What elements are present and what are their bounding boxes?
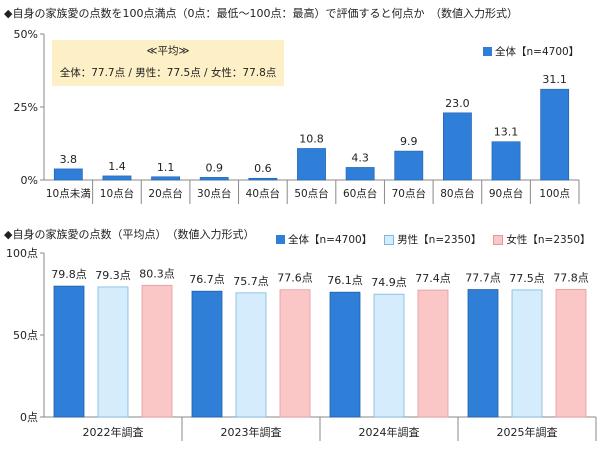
data-label: 1.1 [157, 161, 175, 174]
legend-swatch-overall [483, 47, 492, 56]
x-tick-label: 2025年調査 [497, 425, 558, 439]
y-tick-label: 25% [14, 101, 38, 114]
data-label: 77.7点 [465, 272, 501, 285]
data-label: 1.4 [108, 160, 126, 173]
legend-label-overall: 全体【n=4700】 [495, 46, 580, 58]
average-box-title: ≪平均≫ [146, 45, 190, 57]
chart1-legend: 全体【n=4700】 [483, 44, 579, 59]
chart1-title: ◆自身の家族愛の点数を100点満点（0点：最低〜100点：最高）で評価すると何点… [4, 7, 518, 20]
x-tick-label: 60点台 [343, 187, 377, 200]
data-label: 80.3点 [139, 267, 175, 280]
y-tick-label: 0% [21, 174, 38, 187]
chart2-legend: 全体【n=4700】 男性【n=2350】 女性【n=2350】 [276, 232, 591, 247]
y-tick-label: 50点 [13, 329, 38, 342]
bar [394, 150, 424, 181]
chart2-title: ◆自身の家族愛の点数（平均点） （数値入力形式） [4, 228, 255, 241]
bar [102, 175, 132, 181]
data-label: 3.8 [60, 153, 78, 166]
bar [97, 286, 129, 418]
bar [540, 88, 570, 181]
data-label: 0.9 [205, 161, 223, 174]
data-label: 76.1点 [327, 274, 363, 287]
data-label: 77.4点 [415, 272, 451, 285]
x-tick-label: 40点台 [246, 187, 280, 200]
x-tick-label: 20点台 [148, 187, 182, 200]
x-tick-label: 10点未満 [46, 188, 91, 200]
data-label: 13.1 [494, 126, 519, 139]
x-tick-label: 2024年調査 [359, 425, 420, 439]
legend2-swatch-male [384, 234, 395, 245]
data-label: 75.7点 [233, 275, 269, 288]
y-tick-label: 0点 [20, 411, 38, 424]
x-tick-label: 70点台 [392, 187, 426, 200]
y-tick-label: 100点 [6, 247, 38, 260]
data-label: 10.8 [299, 132, 324, 145]
data-label: 0.6 [254, 162, 272, 175]
bar [279, 289, 311, 418]
bar [199, 177, 229, 181]
data-label: 76.7点 [189, 273, 225, 286]
data-label: 4.3 [351, 151, 369, 164]
bar [555, 289, 587, 418]
bar [511, 289, 543, 418]
data-label: 79.8点 [51, 268, 87, 281]
data-label: 23.0 [445, 97, 470, 110]
legend2-swatch-overall [276, 235, 285, 244]
average-box: ≪平均≫ 全体：77.7点 / 男性：77.5点 / 女性：77.8点 [52, 40, 284, 86]
legend2-label-overall: 全体【n=4700】 [288, 234, 373, 246]
data-label: 79.3点 [95, 269, 131, 282]
bar [417, 289, 449, 418]
bar [151, 176, 180, 181]
bar [235, 292, 267, 418]
bar [141, 284, 173, 418]
data-label: 74.9点 [371, 276, 407, 289]
bar [53, 285, 85, 418]
average-box-text: 全体：77.7点 / 男性：77.5点 / 女性：77.8点 [59, 67, 277, 79]
x-tick-label: 2022年調査 [83, 425, 144, 439]
bar [191, 290, 223, 418]
data-label: 9.9 [400, 135, 418, 148]
data-label: 31.1 [542, 73, 567, 86]
bar [297, 148, 326, 181]
legend2-label-male: 男性【n=2350】 [397, 234, 482, 246]
x-tick-label: 2023年調査 [221, 425, 282, 439]
bar [467, 289, 499, 418]
data-label: 77.6点 [277, 272, 313, 285]
y-tick-label: 50% [14, 28, 38, 41]
data-label: 77.8点 [553, 271, 589, 284]
bar [248, 177, 278, 181]
x-tick-label: 100点 [539, 188, 570, 200]
bar [373, 293, 405, 418]
bar [53, 168, 83, 181]
x-tick-label: 10点台 [100, 187, 134, 200]
bar [443, 112, 472, 181]
x-tick-label: 90点台 [489, 187, 523, 200]
x-tick-label: 50点台 [294, 187, 328, 200]
bar [345, 167, 375, 181]
bar [329, 291, 361, 418]
x-tick-label: 30点台 [197, 187, 231, 200]
legend2-label-female: 女性【n=2350】 [506, 234, 591, 246]
data-label: 77.5点 [509, 272, 545, 285]
bar [491, 141, 521, 181]
chart1-plot: 0% 25% 50% 3.8 10点未満 1.4 10点台 1.1 20点台 0.9 30点台 0.6… [14, 28, 580, 204]
legend2-swatch-female [493, 234, 504, 245]
x-tick-label: 80点台 [440, 187, 474, 200]
